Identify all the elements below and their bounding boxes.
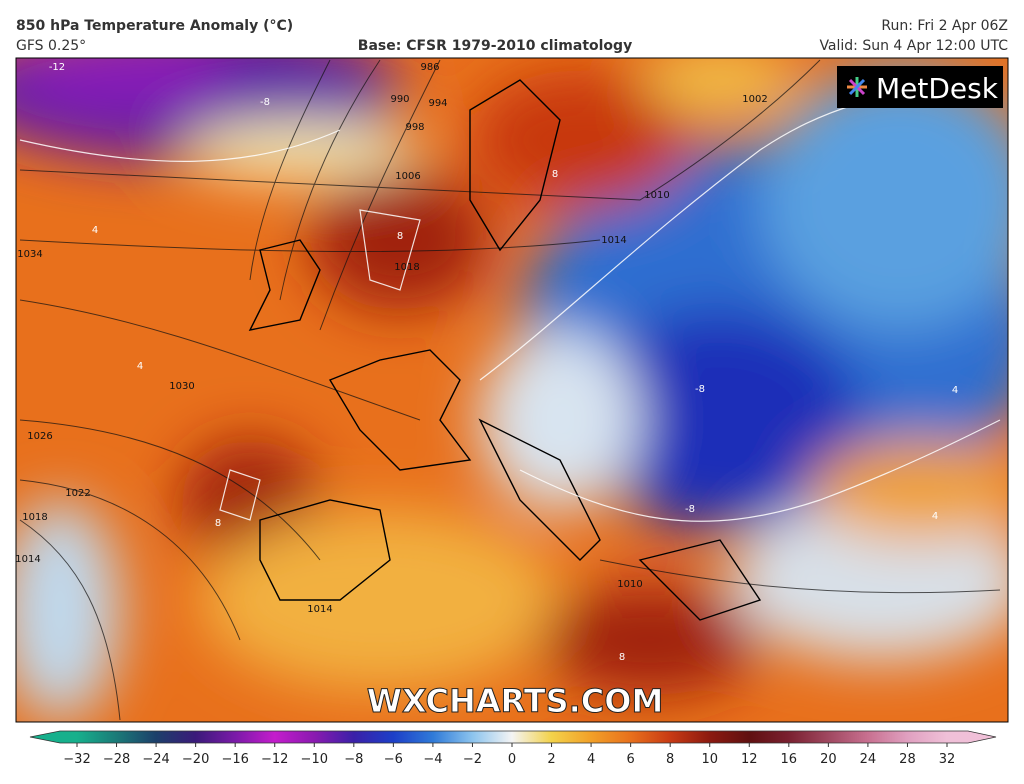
isobar-label: 1030 xyxy=(169,381,194,392)
colorbar-label: 28 xyxy=(899,752,916,767)
model: GFS 0.25° xyxy=(16,38,86,54)
map xyxy=(16,58,1008,722)
colorbar-label: −16 xyxy=(221,752,248,767)
colorbar xyxy=(29,730,997,744)
isobar-label: 986 xyxy=(420,62,439,73)
run: Run: Fri 2 Apr 06Z xyxy=(881,18,1008,34)
isobar-label: 1006 xyxy=(395,171,420,182)
colorbar-label: 8 xyxy=(666,752,674,767)
colorbar-label: −32 xyxy=(63,752,90,767)
colorbar-label: 10 xyxy=(701,752,718,767)
isotherm-label: 8 xyxy=(552,169,558,180)
colorbar-label: −6 xyxy=(384,752,403,767)
logo-icon xyxy=(847,77,867,97)
isobar-label: 1022 xyxy=(65,488,90,499)
isotherm-label: 8 xyxy=(619,652,625,663)
colorbar-label: 24 xyxy=(860,752,877,767)
base: Base: CFSR 1979-2010 climatology xyxy=(358,38,632,54)
isotherm-label: 4 xyxy=(932,511,938,522)
isobar-label: 1034 xyxy=(17,249,42,260)
isobar-label: 1010 xyxy=(644,190,669,201)
colorbar-label: −10 xyxy=(301,752,328,767)
colorbar-label: 6 xyxy=(626,752,634,767)
colorbar-label: −4 xyxy=(423,752,442,767)
valid: Valid: Sun 4 Apr 12:00 UTC xyxy=(819,38,1008,54)
isotherm-label: 4 xyxy=(92,225,98,236)
colorbar-label: 32 xyxy=(939,752,956,767)
colorbar-label: 12 xyxy=(741,752,758,767)
isobar-label: 1002 xyxy=(742,94,767,105)
isotherm-label: 4 xyxy=(952,385,958,396)
isotherm-label: -8 xyxy=(685,504,695,515)
colorbar-label: −28 xyxy=(103,752,130,767)
isobar-label: 1014 xyxy=(601,235,626,246)
colorbar-label: 20 xyxy=(820,752,837,767)
title: 850 hPa Temperature Anomaly (°C) xyxy=(16,18,293,34)
colorbar-label: −2 xyxy=(463,752,482,767)
isobar-label: 1014 xyxy=(307,604,332,615)
isobar-label: 998 xyxy=(405,122,424,133)
isobar-label: 990 xyxy=(390,94,409,105)
colorbar-label: 4 xyxy=(587,752,595,767)
isobar-label: 994 xyxy=(428,98,447,109)
colorbar-label: 2 xyxy=(547,752,555,767)
logo: MetDesk xyxy=(876,72,999,105)
isobar-label: 1010 xyxy=(617,579,642,590)
colorbar-label: −12 xyxy=(261,752,288,767)
isobar-label: 1026 xyxy=(27,431,52,442)
colorbar-label: −20 xyxy=(182,752,209,767)
isotherm-label: 4 xyxy=(137,361,143,372)
isobar-label: 1014 xyxy=(15,554,40,565)
isotherm-label: -8 xyxy=(260,97,270,108)
isotherm-label: -8 xyxy=(695,384,705,395)
isobar-label: 1018 xyxy=(22,512,47,523)
isotherm-label: 8 xyxy=(397,231,403,242)
colorbar-label: 16 xyxy=(781,752,798,767)
watermark: WXCHARTS.COM xyxy=(367,682,664,720)
isotherm-label: 8 xyxy=(215,518,221,529)
colorbar-label: −24 xyxy=(142,752,169,767)
isobar-label: 1018 xyxy=(394,262,419,273)
colorbar-label: −8 xyxy=(344,752,363,767)
isotherm-label: -12 xyxy=(49,62,65,73)
colorbar-label: 0 xyxy=(508,752,516,767)
